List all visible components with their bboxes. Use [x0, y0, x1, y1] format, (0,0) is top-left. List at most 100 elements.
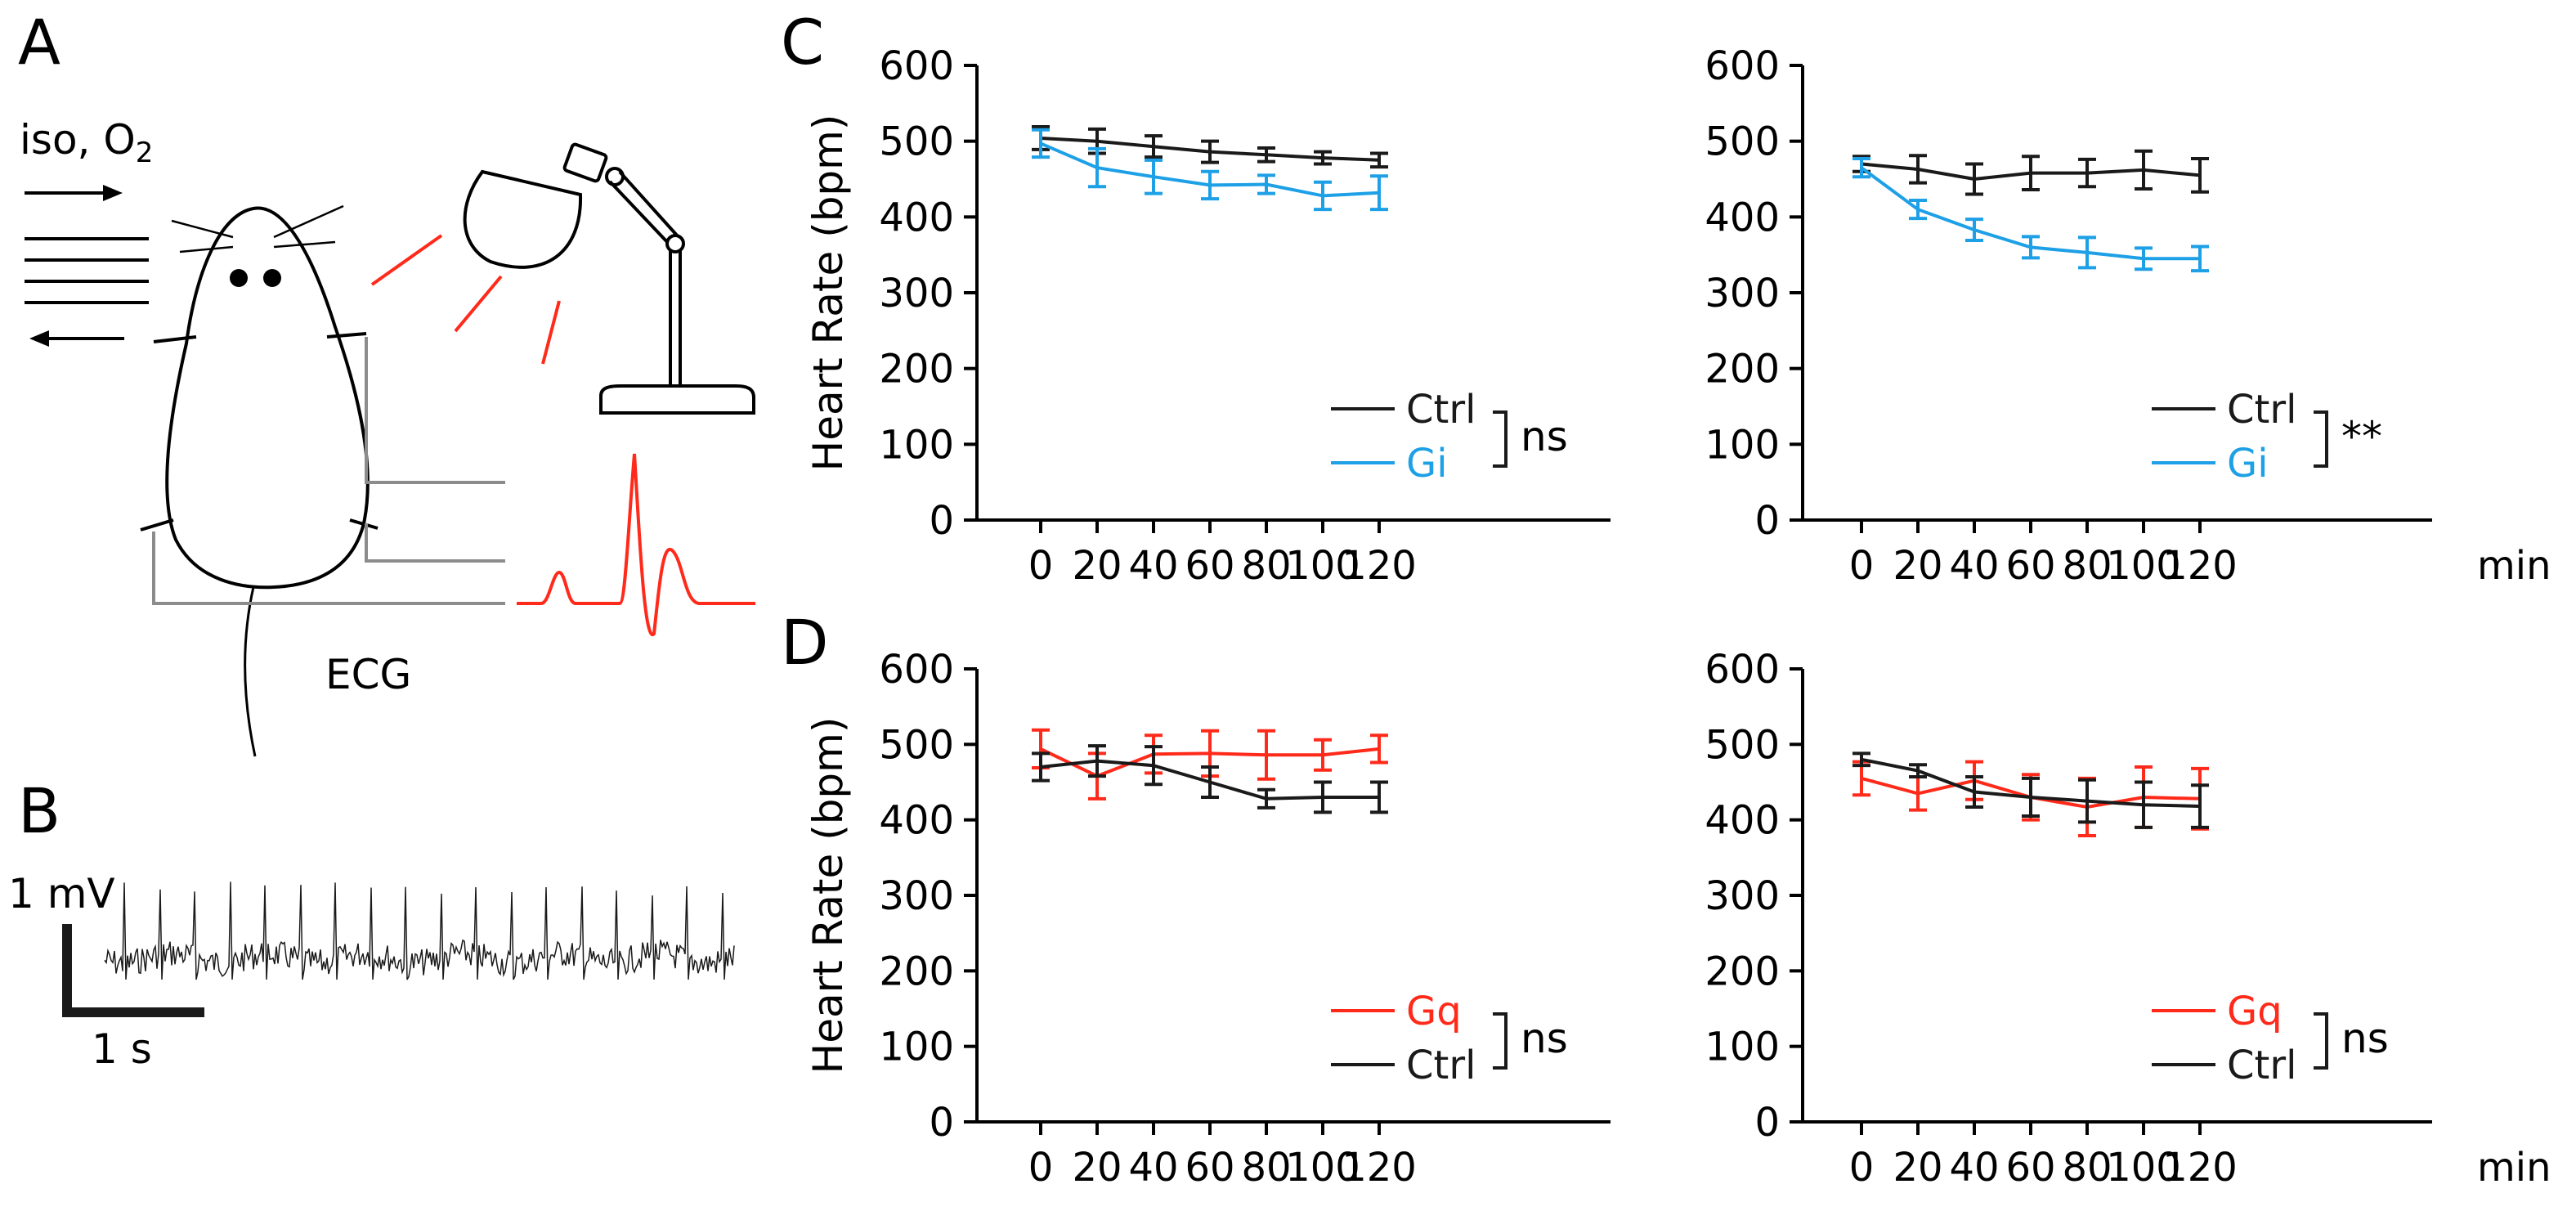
y-tick-label: 300 — [1705, 271, 1780, 316]
x-tick-label: 20 — [1893, 543, 1942, 589]
significance-label: ns — [1521, 413, 1568, 460]
y-tick-label: 0 — [1754, 498, 1780, 544]
data-point — [1095, 166, 1099, 170]
significance-bracket — [2314, 1012, 2328, 1070]
y-tick-label: 500 — [879, 722, 954, 768]
data-point — [1152, 145, 1155, 149]
y-tick-label: 500 — [879, 119, 954, 165]
x-tick-label: 40 — [1949, 543, 1999, 589]
lamp-icon — [463, 142, 755, 415]
data-point — [1860, 776, 1863, 780]
data-point — [1916, 769, 1920, 773]
y-tick-label: 100 — [879, 422, 954, 468]
nose-cone-icon — [25, 237, 149, 304]
scale-s-label: 1 s — [92, 1025, 152, 1073]
data-point — [1973, 177, 1976, 181]
y-tick-label: 200 — [1705, 347, 1780, 392]
data-point — [1321, 753, 1324, 757]
data-point — [2142, 803, 2145, 807]
scale-mv-label: 1 mV — [8, 870, 115, 917]
data-point — [1039, 747, 1042, 751]
data-point — [1265, 753, 1268, 757]
legend-label-ctrl: Ctrl — [2227, 387, 2296, 433]
data-point — [2085, 799, 2089, 803]
mouse-icon — [140, 204, 379, 757]
data-point — [1860, 757, 1863, 761]
significance-label: ns — [2341, 1015, 2389, 1062]
data-point — [2085, 171, 2089, 175]
gas-out-arrow-icon — [29, 330, 49, 347]
x-tick-label: 80 — [2062, 1145, 2112, 1191]
panel-b: B 1 mV 1 s — [8, 774, 735, 1073]
x-tick-label: 100 — [1285, 543, 1360, 589]
data-point — [2198, 805, 2202, 809]
y-tick-label: 500 — [1705, 722, 1780, 768]
data-point — [1321, 194, 1324, 198]
data-point — [1378, 747, 1381, 751]
ecg-label: ECG — [325, 651, 411, 698]
x-tick-label: 120 — [1342, 1145, 1417, 1191]
data-point — [2029, 171, 2032, 175]
data-point — [1152, 764, 1155, 768]
gas-in-arrow-icon — [103, 185, 123, 201]
y-tick-label: 300 — [879, 271, 954, 316]
data-point — [1208, 751, 1212, 756]
y-axis-label: Heart Rate (bpm) — [804, 717, 852, 1074]
x-tick-label: 100 — [2106, 1145, 2181, 1191]
x-tick-label: 80 — [1241, 543, 1291, 589]
x-tick-label: 60 — [1185, 1145, 1234, 1191]
data-point — [1321, 156, 1324, 160]
y-tick-label: 0 — [929, 498, 954, 544]
data-point — [2142, 168, 2145, 172]
y-tick-label: 400 — [1705, 195, 1780, 240]
y-tick-label: 0 — [1754, 1100, 1780, 1146]
data-point — [1208, 780, 1212, 784]
legend-label-gq: Gq — [2227, 989, 2283, 1034]
y-tick-label: 300 — [879, 873, 954, 919]
panel-c-letter: C — [781, 6, 824, 78]
significance-bracket — [1493, 410, 1508, 468]
data-point — [1860, 166, 1863, 170]
data-point — [1973, 228, 1976, 232]
y-tick-label: 100 — [879, 1025, 954, 1070]
data-point — [2029, 245, 2032, 249]
significance-bracket — [2314, 410, 2328, 468]
data-point — [1378, 158, 1381, 162]
x-axis-label: min — [2477, 543, 2551, 589]
data-point — [1039, 765, 1042, 769]
x-tick-label: 60 — [1185, 543, 1234, 589]
y-tick-label: 300 — [1705, 873, 1780, 919]
scale-bar — [62, 924, 204, 1017]
data-point — [1039, 141, 1042, 146]
panel-b-letter: B — [18, 774, 60, 847]
data-point — [1321, 795, 1324, 799]
data-point — [1208, 150, 1212, 154]
y-tick-label: 400 — [879, 195, 954, 240]
x-tick-label: 0 — [1849, 1145, 1875, 1191]
data-point — [1378, 795, 1381, 799]
data-point — [2142, 257, 2145, 261]
x-tick-label: 120 — [2162, 1145, 2238, 1191]
y-tick-label: 100 — [1705, 1025, 1780, 1070]
data-point — [1916, 792, 1920, 796]
data-point — [1916, 167, 1920, 171]
legend-label-gi: Gi — [2227, 441, 2269, 487]
x-tick-label: 20 — [1072, 1145, 1122, 1191]
x-axis-label: min — [2477, 1145, 2551, 1191]
data-point — [2198, 257, 2202, 261]
legend-label-ctrl: Ctrl — [2227, 1043, 2296, 1088]
data-point — [1265, 153, 1268, 157]
y-tick-label: 400 — [879, 798, 954, 844]
x-tick-label: 80 — [1241, 1145, 1291, 1191]
gas-label: iso, O2 — [20, 116, 153, 169]
data-point — [2198, 173, 2202, 177]
x-tick-label: 80 — [2062, 543, 2112, 589]
x-tick-label: 0 — [1028, 543, 1054, 589]
y-axis-label: Heart Rate (bpm) — [804, 114, 852, 472]
legend-label-gi: Gi — [1406, 441, 1448, 487]
data-point — [1265, 182, 1268, 186]
x-tick-label: 120 — [1342, 543, 1417, 589]
x-tick-label: 0 — [1028, 1145, 1054, 1191]
